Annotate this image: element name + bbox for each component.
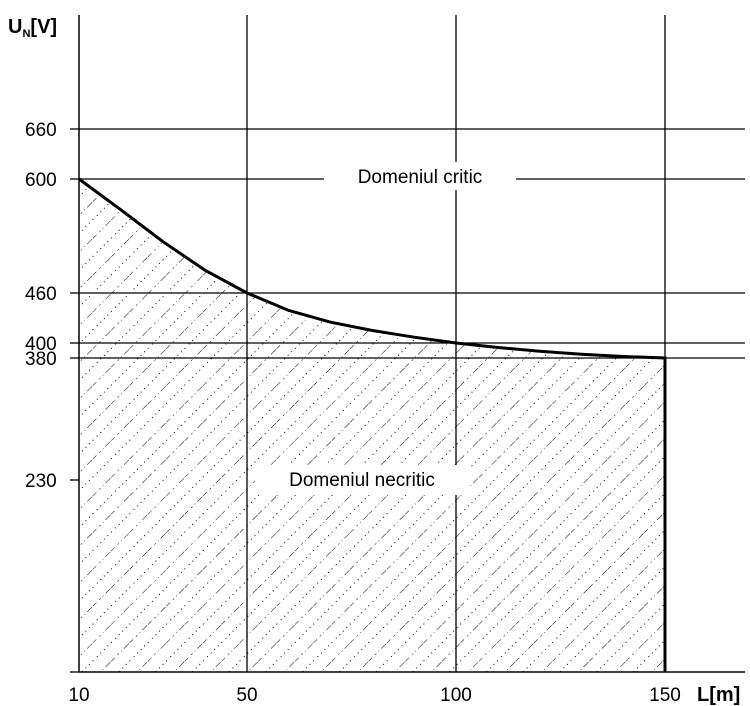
x-axis-label: L[m] bbox=[697, 684, 740, 706]
y-tick-label-400: 400 bbox=[25, 334, 57, 355]
x-tick-labels: 10 50 100 150 bbox=[68, 685, 680, 706]
svg-text:Domeniul necritic: Domeniul necritic bbox=[289, 470, 435, 491]
y-tick-label-230: 230 bbox=[25, 471, 57, 492]
x-tick-label-150: 150 bbox=[649, 685, 681, 706]
y-axis-label: UN[V] bbox=[8, 16, 57, 40]
svg-text:Domeniul critic: Domeniul critic bbox=[358, 167, 483, 188]
y-tick-label-660: 660 bbox=[25, 120, 57, 141]
y-tick-label-460: 460 bbox=[25, 284, 57, 305]
critical-domain-label: Domeniul critic bbox=[324, 162, 516, 190]
limit-curve bbox=[78, 177, 667, 672]
y-tick-label-600: 600 bbox=[25, 170, 57, 191]
noncritical-domain-label: Domeniul necritic bbox=[255, 465, 469, 495]
x-tick-label-50: 50 bbox=[236, 685, 257, 706]
noncritical-area bbox=[79, 179, 665, 672]
x-tick-label-10: 10 bbox=[68, 685, 89, 706]
y-tick-label-380: 380 bbox=[25, 349, 57, 370]
x-tick-label-100: 100 bbox=[440, 685, 472, 706]
